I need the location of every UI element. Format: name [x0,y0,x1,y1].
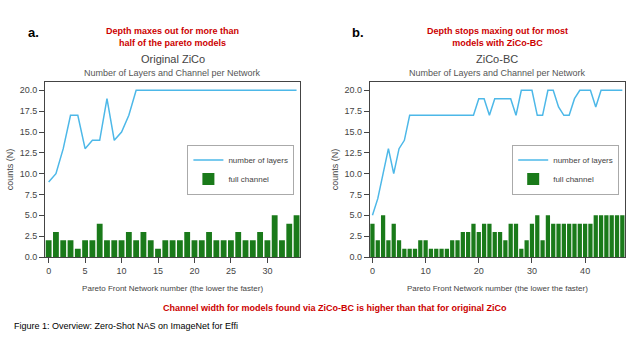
svg-text:Depth maxes out for more thanh: Depth maxes out for more thanhalf of the… [106,26,239,48]
svg-text:20: 20 [189,266,199,276]
svg-text:0.0: 0.0 [349,252,362,262]
svg-text:5.0: 5.0 [349,210,362,220]
svg-text:5: 5 [83,266,88,276]
svg-text:17.5: 17.5 [20,106,38,116]
svg-text:2.5: 2.5 [25,231,38,241]
svg-text:12.5: 12.5 [20,148,38,158]
svg-text:30: 30 [527,266,537,276]
svg-text:Number of Layers and Channel p: Number of Layers and Channel per Network [409,68,586,78]
svg-text:0: 0 [370,266,375,276]
svg-text:17.5: 17.5 [344,106,362,116]
svg-text:2.5: 2.5 [349,231,362,241]
svg-text:30: 30 [262,266,272,276]
svg-text:15.0: 15.0 [20,127,38,137]
svg-text:20.0: 20.0 [20,85,38,95]
svg-text:10: 10 [421,266,431,276]
svg-text:number of layers: number of layers [553,156,613,165]
svg-text:25: 25 [226,266,236,276]
svg-text:Original ZiCo: Original ZiCo [141,53,205,65]
svg-text:b.: b. [352,25,364,40]
svg-text:20.0: 20.0 [344,85,362,95]
svg-text:Depth stops maxing out for mos: Depth stops maxing out for mostmodels wi… [427,26,568,48]
svg-text:40: 40 [580,266,590,276]
svg-text:5.0: 5.0 [25,210,38,220]
svg-text:Pareto Front Network number (t: Pareto Front Network number (the lower t… [82,284,263,293]
svg-text:Figure 1: Overview: Zero-Shot: Figure 1: Overview: Zero-Shot NAS on Ima… [14,321,238,331]
svg-text:7.5: 7.5 [25,190,38,200]
svg-text:0: 0 [46,266,51,276]
svg-text:15: 15 [153,266,163,276]
svg-text:7.5: 7.5 [349,190,362,200]
svg-text:10.0: 10.0 [20,169,38,179]
svg-text:counts (N): counts (N) [330,149,340,191]
svg-text:0.0: 0.0 [25,252,38,262]
svg-text:number of layers: number of layers [228,156,288,165]
svg-text:full channel: full channel [228,175,269,184]
svg-text:Pareto Front Network number (t: Pareto Front Network number (the lower t… [407,284,588,293]
svg-text:10: 10 [117,266,127,276]
svg-text:full channel: full channel [553,175,594,184]
svg-text:a.: a. [28,25,39,40]
svg-text:counts (N): counts (N) [5,149,15,191]
svg-text:10.0: 10.0 [344,169,362,179]
svg-text:15.0: 15.0 [344,127,362,137]
svg-text:12.5: 12.5 [344,148,362,158]
svg-text:Channel width for models found: Channel width for models found via ZiCo-… [163,303,507,313]
svg-text:20: 20 [474,266,484,276]
svg-text:Number of Layers and Channel p: Number of Layers and Channel per Network [84,68,261,78]
svg-text:ZiCo-BC: ZiCo-BC [476,53,518,65]
